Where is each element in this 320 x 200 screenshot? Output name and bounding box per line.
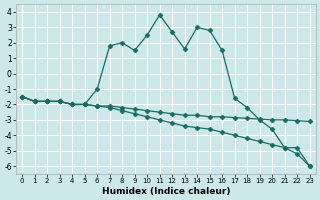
X-axis label: Humidex (Indice chaleur): Humidex (Indice chaleur) [102,187,230,196]
